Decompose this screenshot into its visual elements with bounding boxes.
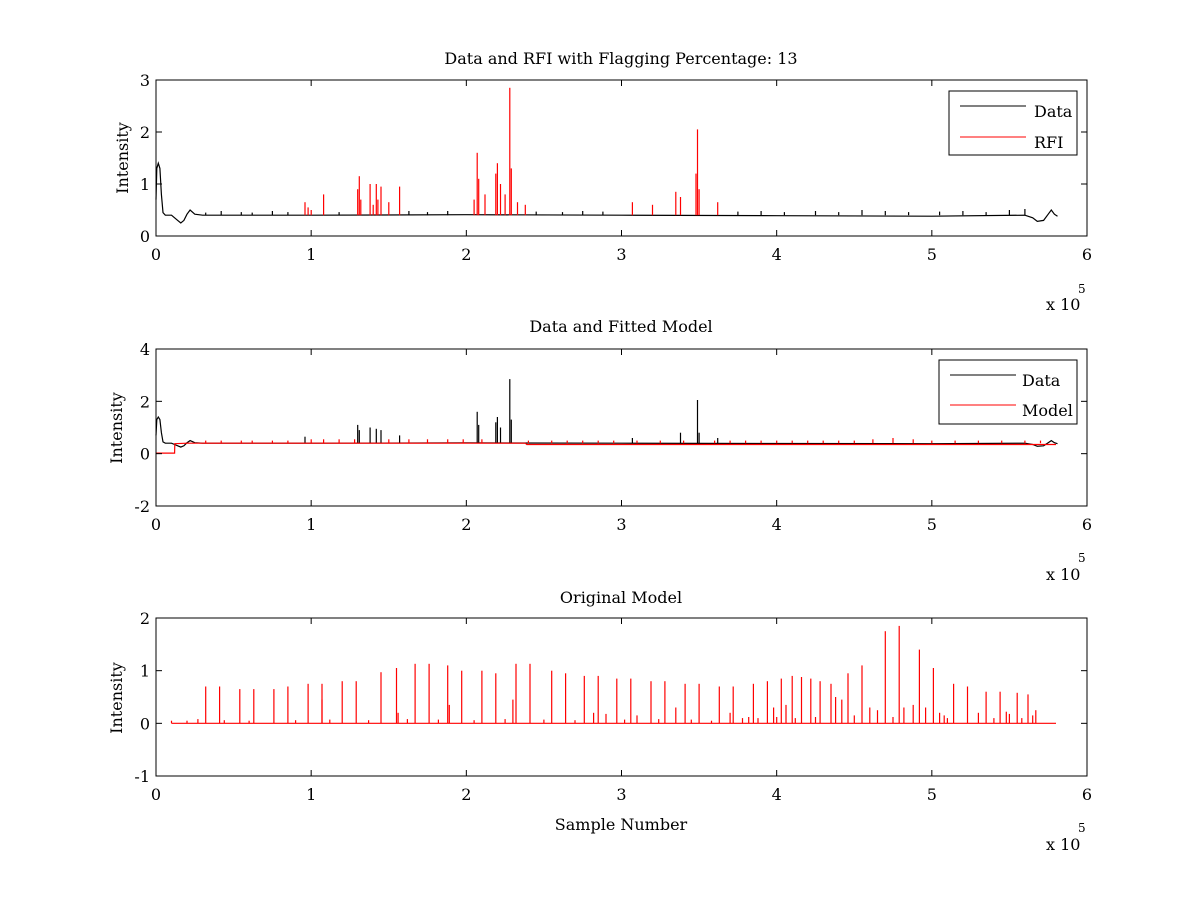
x-tick-label: 3: [616, 785, 626, 804]
x-tick-labels: 0 1 2 3 4 5 6: [151, 515, 1092, 534]
y-tick-labels: -2 0 2 4: [134, 340, 150, 516]
legend-label-model: Model: [1022, 401, 1073, 420]
x-tick-labels: 0 1 2 3 4 5 6: [151, 245, 1092, 264]
x-tick-label: 4: [772, 515, 782, 534]
y-tick-label: 2: [140, 392, 150, 411]
y-tick-label: 3: [140, 71, 150, 90]
subplot-title: Original Model: [560, 588, 682, 607]
x-tick-label: 2: [461, 785, 471, 804]
y-tick-label: 1: [140, 175, 150, 194]
x-exponent-power: 5: [1078, 282, 1086, 296]
legend-label-data: Data: [1022, 371, 1061, 390]
x-exponent-power: 5: [1078, 821, 1086, 835]
y-tick-label: -1: [134, 767, 150, 786]
plot-series: [155, 87, 1058, 224]
y-axis-label: Intensity: [107, 662, 126, 734]
y-tick-labels: 0 1 2 3: [140, 71, 150, 246]
x-tick-label: 5: [927, 785, 937, 804]
x-tick-labels: 0 1 2 3 4 5 6: [151, 785, 1092, 804]
x-tick-label: 5: [927, 245, 937, 264]
y-tick-label: 4: [140, 340, 150, 359]
x-tick-label: 4: [772, 785, 782, 804]
x-tick-label: 1: [306, 245, 316, 264]
legend: Data RFI: [948, 90, 1078, 156]
x-tick-label: 3: [616, 245, 626, 264]
x-tick-label: 3: [616, 515, 626, 534]
x-tick-label: 0: [151, 785, 161, 804]
x-exponent-power: 5: [1078, 551, 1086, 565]
legend-box: [948, 90, 1078, 156]
x-exponent-label: x 10: [1046, 295, 1080, 314]
y-axis-label: Intensity: [113, 122, 132, 194]
y-tick-label: -2: [134, 497, 150, 516]
subplot-title: Data and RFI with Flagging Percentage: 1…: [444, 49, 797, 68]
x-axis-label: Sample Number: [555, 815, 688, 834]
x-tick-label: 6: [1082, 245, 1092, 264]
legend-box: [938, 359, 1078, 425]
series-model: [156, 438, 1056, 454]
legend: Data Model: [938, 359, 1078, 425]
x-tick-label: 6: [1082, 785, 1092, 804]
subplot-title: Data and Fitted Model: [529, 317, 712, 336]
series-line: [156, 442, 1056, 454]
x-tick-label: 0: [151, 515, 161, 534]
x-exponent-label: x 10: [1046, 835, 1080, 854]
series-model: [170, 625, 1056, 724]
x-tick-label: 2: [461, 515, 471, 534]
y-tick-label: 2: [140, 609, 150, 628]
x-exponent-label: x 10: [1046, 565, 1080, 584]
x-tick-label: 0: [151, 245, 161, 264]
series-data: [155, 161, 1058, 224]
plot-series: [155, 379, 1058, 454]
x-tick-label: 6: [1082, 515, 1092, 534]
legend-label-data: Data: [1034, 102, 1073, 121]
subplot-rfi: Data and RFI with Flagging Percentage: 1…: [113, 49, 1092, 314]
x-tick-label: 5: [927, 515, 937, 534]
plot-series: [170, 625, 1056, 724]
x-tick-label: 1: [306, 515, 316, 534]
y-tick-labels: -1 0 1 2: [134, 609, 150, 786]
x-tick-label: 1: [306, 785, 316, 804]
y-tick-label: 0: [140, 714, 150, 733]
y-axis-label: Intensity: [107, 392, 126, 464]
series-rfi: [304, 87, 719, 216]
y-tick-label: 0: [140, 227, 150, 246]
y-tick-label: 2: [140, 123, 150, 142]
x-tick-label: 2: [461, 245, 471, 264]
series-line: [155, 161, 1058, 224]
y-tick-label: 1: [140, 662, 150, 681]
y-tick-label: 0: [140, 445, 150, 464]
legend-label-rfi: RFI: [1034, 133, 1063, 152]
x-tick-label: 4: [772, 245, 782, 264]
